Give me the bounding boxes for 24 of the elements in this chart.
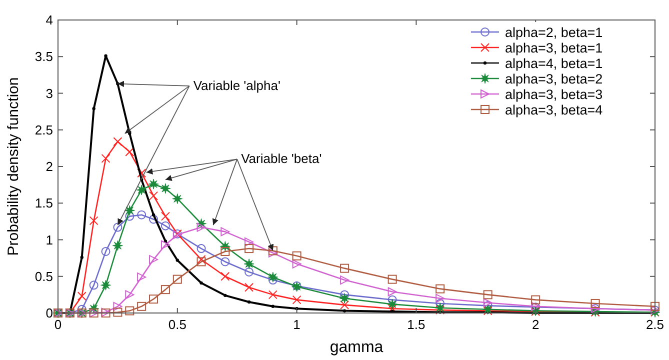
y-tick-label: 1 — [46, 232, 53, 248]
y-tick-label: 0.5 — [34, 268, 53, 284]
x-tick-label: 1.5 — [407, 317, 426, 332]
x-tick-label: 0.5 — [168, 317, 186, 332]
x-tick-label: 1 — [293, 317, 300, 332]
legend-label: alpha=3, beta=2 — [505, 72, 603, 86]
y-axis-title: Probability density function — [5, 77, 22, 256]
annotation: Variable 'alpha' — [193, 78, 280, 93]
legend-label: alpha=2, beta=1 — [505, 25, 603, 40]
legend-label: alpha=4, beta=1 — [505, 56, 603, 71]
x-axis-title: gamma — [330, 339, 384, 356]
y-tick-label: 3.5 — [34, 49, 53, 64]
y-tick-label: 3 — [46, 86, 53, 101]
x-tick-label: 2 — [532, 317, 540, 332]
y-tick-label: 4 — [46, 12, 53, 28]
y-tick-label: 2.5 — [34, 122, 53, 138]
y-tick-label: 0 — [46, 306, 53, 320]
y-tick-label: 1.5 — [34, 196, 53, 211]
x-tick-label: 2.5 — [646, 317, 664, 332]
legend-label: alpha=3, beta=4 — [505, 102, 604, 118]
y-tick-label: 2 — [46, 159, 53, 174]
annotation: Variable 'beta' — [241, 151, 322, 166]
legend-label: alpha=3, beta=3 — [505, 87, 603, 102]
legend-label: alpha=3, beta=1 — [505, 40, 603, 56]
